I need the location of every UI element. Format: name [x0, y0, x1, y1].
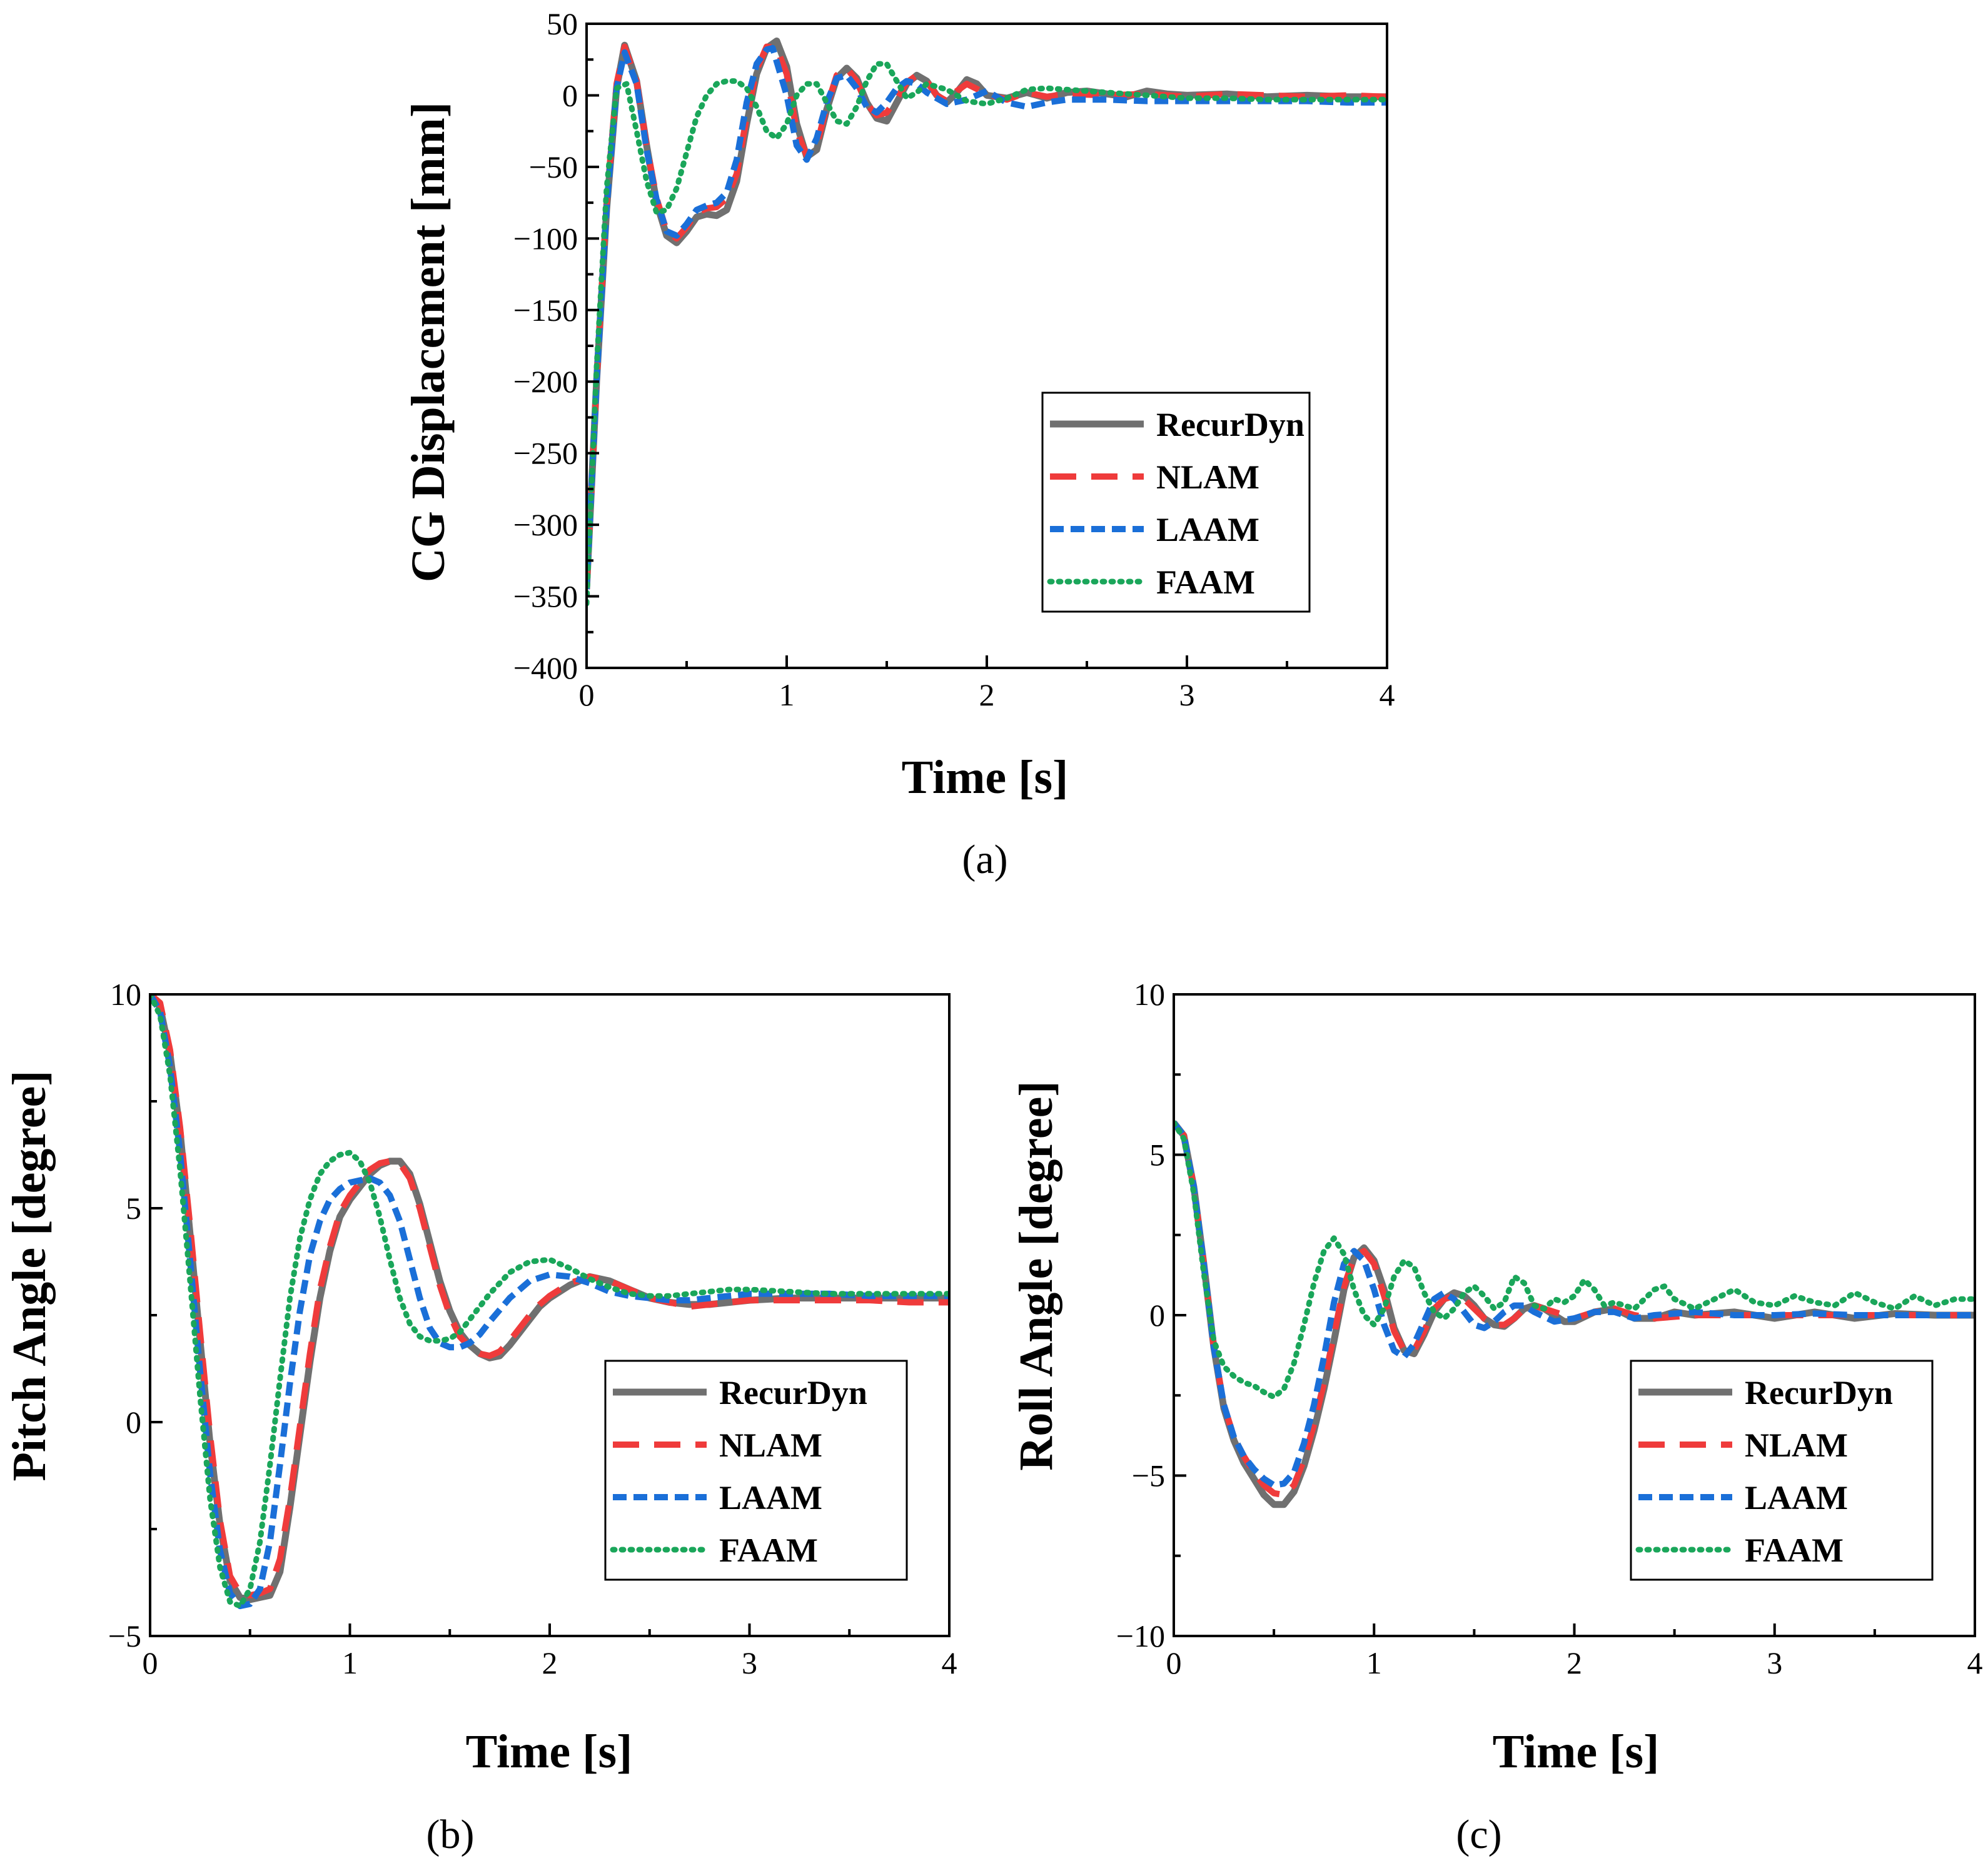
series-line-c-faam: [1174, 1119, 1975, 1400]
x-tick-label-a: 4: [1380, 677, 1395, 712]
legend-box-a: [1041, 391, 1311, 613]
y-tick-label-c: −10: [1116, 1618, 1165, 1654]
x-axis-title-c: Time [s]: [1493, 1725, 1660, 1778]
legend-box-b: [604, 1360, 908, 1581]
y-axis-title-b: Pitch Angle [degree]: [3, 1070, 56, 1481]
legend-label-nlam: NLAM: [719, 1426, 822, 1464]
legend-label-faam: FAAM: [719, 1532, 818, 1569]
series-line-c-nlam: [1174, 1121, 1975, 1498]
y-tick-label-a: −300: [513, 507, 578, 542]
x-tick-label-b: 4: [942, 1645, 957, 1680]
legend-label-nlam: NLAM: [1156, 458, 1259, 496]
y-tick-label-b: −5: [108, 1618, 141, 1654]
series-line-a-faam: [587, 61, 1387, 607]
x-tick-label-b: 0: [143, 1645, 158, 1680]
y-tick-label-c: 10: [1134, 977, 1165, 1012]
y-tick-label-a: 50: [547, 6, 578, 41]
y-tick-label-a: −350: [513, 579, 578, 614]
caption-c: (c): [1456, 1812, 1501, 1857]
x-tick-label-b: 3: [742, 1645, 757, 1680]
series-line-a-nlam: [587, 43, 1387, 590]
legend-label-laam: LAAM: [1156, 511, 1259, 548]
y-tick-label-a: 0: [562, 78, 578, 113]
y-tick-label-b: 5: [126, 1191, 141, 1226]
x-tick-label-a: 1: [779, 677, 795, 712]
y-axis-title-c: Roll Angle [degree]: [1010, 1081, 1062, 1470]
y-tick-label-a: −400: [513, 650, 578, 685]
y-axis-title-a: CG Displacement [mm]: [402, 102, 455, 582]
x-tick-label-b: 2: [542, 1645, 558, 1680]
y-tick-label-a: −250: [513, 436, 578, 471]
plot-area-a: 0 1 2 3 4 50 0 −50 −100 −150 −200 −250 −300 −350 −400 R…: [513, 6, 1395, 712]
legend-a: RecurDyn NLAM LAAM FAAM: [1041, 391, 1311, 613]
x-tick-label-a: 3: [1179, 677, 1195, 712]
x-tick-label-c: 2: [1567, 1645, 1582, 1680]
y-tick-label-a: −100: [513, 221, 578, 256]
x-axis-title-a: Time [s]: [902, 751, 1069, 804]
series-line-a-laam: [587, 44, 1387, 590]
series-group-c: [1174, 1119, 1975, 1508]
y-tick-label-a: −50: [529, 149, 578, 184]
x-axis-title-b: Time [s]: [466, 1725, 633, 1778]
y-tick-label-b: 0: [126, 1405, 141, 1440]
series-line-b-laam: [150, 994, 949, 1610]
y-tick-label-b: 10: [110, 977, 141, 1012]
x-tick-label-c: 3: [1767, 1645, 1782, 1680]
legend-label-recurdyn: RecurDyn: [1156, 406, 1304, 443]
y-tick-label-a: −200: [513, 364, 578, 399]
series-group-a: [587, 38, 1387, 607]
x-tick-label-c: 1: [1366, 1645, 1382, 1680]
legend-label-recurdyn: RecurDyn: [1745, 1374, 1893, 1411]
legend-label-laam: LAAM: [719, 1479, 822, 1517]
x-tick-label-b: 1: [342, 1645, 358, 1680]
y-tick-label-c: 0: [1149, 1298, 1165, 1333]
legend-box-c: [1630, 1360, 1934, 1581]
x-tick-label-a: 2: [979, 677, 995, 712]
plot-area-c: 0 1 2 3 4 10 5 0 −5 −10 RecurDyn NLAM LAAM FAAM: [1116, 977, 1983, 1680]
legend-label-recurdyn: RecurDyn: [719, 1374, 867, 1411]
y-tick-label-c: 5: [1149, 1138, 1165, 1173]
legend-label-faam: FAAM: [1156, 563, 1255, 601]
series-line-b-faam: [150, 994, 949, 1609]
legend-label-laam: LAAM: [1745, 1479, 1848, 1517]
chart-panel-c: 0 1 2 3 4 10 5 0 −5 −10 RecurDyn NLAM LAAM FAAM Time …: [1010, 977, 1983, 1857]
legend-label-faam: FAAM: [1745, 1532, 1844, 1569]
caption-a: (a): [962, 837, 1007, 882]
x-tick-label-a: 0: [579, 677, 595, 712]
x-tick-label-c: 4: [1967, 1645, 1983, 1680]
chart-panel-a: 0 1 2 3 4 50 0 −50 −100 −150 −200 −250 −300 −350 −400 R…: [402, 6, 1395, 882]
caption-b: (b): [426, 1812, 475, 1857]
y-tick-label-a: −150: [513, 293, 578, 328]
legend-c: RecurDyn NLAM LAAM FAAM: [1630, 1360, 1934, 1581]
legend-b: RecurDyn NLAM LAAM FAAM: [604, 1360, 908, 1581]
series-group-b: [150, 994, 949, 1610]
x-tick-label-c: 0: [1166, 1645, 1182, 1680]
legend-label-nlam: NLAM: [1745, 1426, 1848, 1464]
y-tick-label-c: −5: [1132, 1458, 1165, 1493]
